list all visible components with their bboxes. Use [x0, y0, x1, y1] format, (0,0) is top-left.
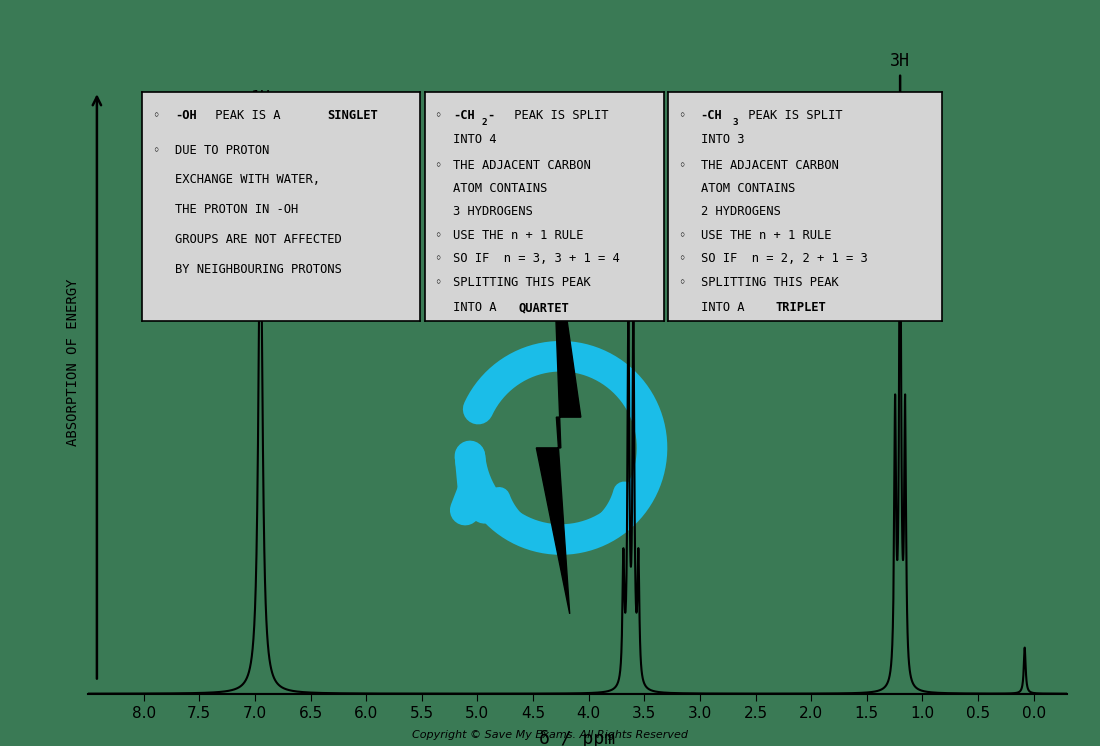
Text: INTO A: INTO A	[453, 301, 504, 315]
X-axis label: δ / ppm: δ / ppm	[539, 730, 616, 746]
Text: -CH: -CH	[701, 110, 723, 122]
Text: ATOM CONTAINS: ATOM CONTAINS	[701, 182, 795, 195]
Polygon shape	[537, 214, 581, 614]
Text: SPLITTING THIS PEAK: SPLITTING THIS PEAK	[453, 276, 591, 289]
Text: USE THE n + 1 RULE: USE THE n + 1 RULE	[701, 229, 832, 242]
Text: ◦: ◦	[154, 144, 168, 157]
Text: ◦: ◦	[680, 158, 694, 172]
Text: QUARTET: QUARTET	[518, 301, 569, 315]
Text: 3 HYDROGENS: 3 HYDROGENS	[453, 205, 534, 219]
Y-axis label: ABSORPTION OF ENERGY: ABSORPTION OF ENERGY	[66, 278, 79, 445]
Text: SO IF  n = 2, 2 + 1 = 3: SO IF n = 2, 2 + 1 = 3	[701, 252, 868, 266]
Text: ◦: ◦	[680, 110, 694, 122]
Text: PEAK IS SPLIT: PEAK IS SPLIT	[507, 110, 608, 122]
Text: ◦: ◦	[680, 276, 694, 289]
Text: 2 HYDROGENS: 2 HYDROGENS	[701, 205, 780, 219]
Text: SO IF  n = 3, 3 + 1 = 4: SO IF n = 3, 3 + 1 = 4	[453, 252, 620, 266]
Text: -: -	[488, 110, 503, 122]
Text: ◦: ◦	[434, 158, 449, 172]
Text: USE THE n + 1 RULE: USE THE n + 1 RULE	[453, 229, 584, 242]
Text: -CH: -CH	[453, 110, 475, 122]
Text: THE PROTON IN -OH: THE PROTON IN -OH	[175, 203, 298, 216]
Text: SINGLET: SINGLET	[327, 110, 377, 122]
Text: THE ADJACENT CARBON: THE ADJACENT CARBON	[701, 158, 838, 172]
Text: -OH: -OH	[175, 110, 197, 122]
Text: ◦: ◦	[154, 110, 168, 122]
Text: TRIPLET: TRIPLET	[776, 301, 826, 315]
Text: PEAK IS A: PEAK IS A	[208, 110, 287, 122]
Text: 3: 3	[733, 119, 738, 128]
Text: INTO 3: INTO 3	[701, 134, 744, 146]
Text: 3H: 3H	[890, 51, 910, 70]
Text: ◦: ◦	[434, 252, 449, 266]
Text: 1H: 1H	[251, 89, 271, 107]
Text: GROUPS ARE NOT AFFECTED: GROUPS ARE NOT AFFECTED	[175, 233, 342, 246]
Text: ◦: ◦	[434, 110, 449, 122]
Text: PEAK IS SPLIT: PEAK IS SPLIT	[741, 110, 843, 122]
Text: INTO 4: INTO 4	[453, 134, 497, 146]
Text: DUE TO PROTON: DUE TO PROTON	[175, 144, 270, 157]
Text: INTO A: INTO A	[701, 301, 751, 315]
Text: 2H: 2H	[620, 224, 641, 242]
Text: ◦: ◦	[680, 229, 694, 242]
Text: THE ADJACENT CARBON: THE ADJACENT CARBON	[453, 158, 591, 172]
Text: BY NEIGHBOURING PROTONS: BY NEIGHBOURING PROTONS	[175, 263, 342, 275]
Text: SPLITTING THIS PEAK: SPLITTING THIS PEAK	[701, 276, 838, 289]
Text: ◦: ◦	[434, 229, 449, 242]
Text: Copyright © Save My Exams. All Rights Reserved: Copyright © Save My Exams. All Rights Re…	[412, 730, 688, 740]
Text: ◦: ◦	[434, 276, 449, 289]
Text: ATOM CONTAINS: ATOM CONTAINS	[453, 182, 548, 195]
Text: EXCHANGE WITH WATER,: EXCHANGE WITH WATER,	[175, 173, 320, 186]
Text: 2: 2	[481, 119, 487, 128]
Text: ◦: ◦	[680, 252, 694, 266]
